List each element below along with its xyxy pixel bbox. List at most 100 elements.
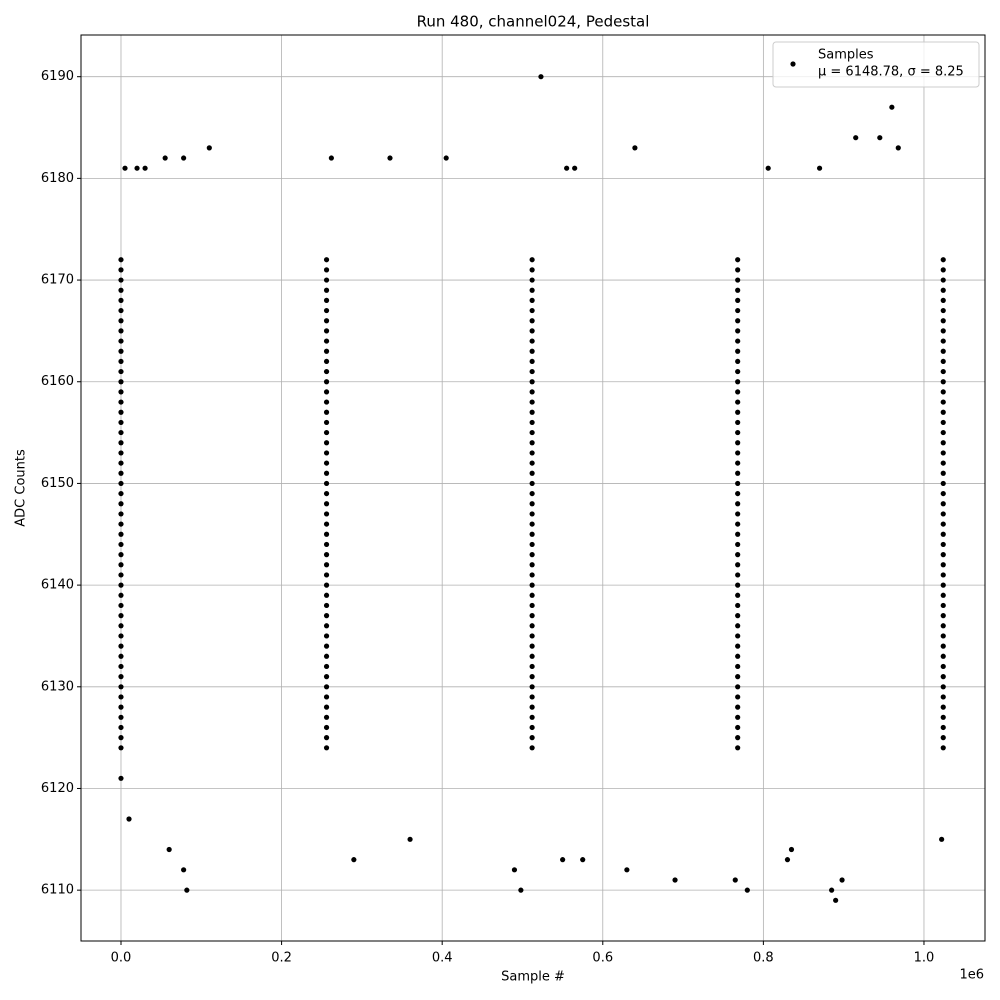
point — [940, 480, 946, 487]
point — [443, 155, 449, 161]
point — [529, 429, 535, 436]
point — [735, 297, 741, 303]
point — [529, 704, 535, 710]
point — [518, 887, 524, 893]
point — [323, 470, 330, 476]
point — [351, 857, 357, 863]
point — [118, 521, 124, 527]
point — [940, 501, 946, 507]
point — [829, 887, 835, 893]
point — [632, 145, 638, 151]
point — [940, 521, 946, 527]
point — [118, 663, 124, 670]
point — [118, 501, 124, 507]
point — [940, 704, 946, 710]
point — [529, 541, 535, 548]
point — [735, 613, 741, 619]
x-offset-label: 1e6 — [959, 968, 984, 983]
point — [323, 328, 330, 334]
point — [765, 165, 771, 171]
point — [735, 643, 741, 649]
point — [118, 399, 124, 405]
point — [118, 257, 124, 263]
point — [162, 155, 168, 161]
point — [529, 358, 535, 365]
point — [323, 379, 330, 385]
point — [118, 684, 124, 690]
point — [118, 490, 124, 497]
point — [940, 297, 946, 303]
point — [529, 684, 535, 690]
point — [735, 440, 741, 446]
point — [323, 399, 330, 405]
point — [118, 267, 124, 273]
point — [735, 460, 741, 466]
point — [940, 287, 946, 293]
point — [735, 694, 741, 700]
point — [118, 541, 124, 548]
point — [323, 674, 330, 680]
point — [323, 511, 330, 517]
point — [560, 857, 566, 863]
point — [142, 165, 148, 171]
point — [323, 318, 330, 324]
point — [580, 857, 586, 863]
point — [323, 694, 330, 700]
point — [735, 470, 741, 476]
point — [529, 643, 535, 649]
point — [735, 419, 741, 426]
point — [118, 714, 124, 720]
point — [735, 572, 741, 578]
point — [940, 358, 946, 365]
point — [529, 450, 535, 456]
point — [323, 562, 330, 568]
point — [529, 297, 535, 303]
point — [940, 399, 946, 405]
y-tick-label: 6160 — [41, 374, 74, 389]
point — [735, 328, 741, 334]
point — [735, 389, 741, 395]
point — [323, 521, 330, 527]
y-axis-label: ADC Counts — [14, 449, 29, 527]
point — [940, 450, 946, 456]
point — [529, 440, 535, 446]
point — [940, 409, 946, 415]
point — [118, 674, 124, 680]
point — [134, 165, 140, 171]
x-axis-label: Sample # — [501, 970, 565, 985]
point — [323, 429, 330, 436]
point — [118, 287, 124, 293]
point — [735, 511, 741, 517]
point — [735, 562, 741, 568]
point — [118, 460, 124, 466]
point — [407, 836, 413, 842]
point — [323, 307, 330, 314]
point — [323, 552, 330, 558]
point — [735, 633, 741, 639]
point — [735, 531, 741, 537]
x-tick-label: 1.0 — [914, 951, 935, 966]
point — [940, 562, 946, 568]
point — [323, 745, 330, 751]
point — [735, 490, 741, 497]
point — [529, 348, 535, 354]
point — [118, 602, 124, 609]
point — [735, 623, 741, 629]
point — [735, 379, 741, 385]
point — [529, 338, 535, 344]
point — [529, 318, 535, 324]
point — [529, 511, 535, 517]
point — [940, 572, 946, 578]
point — [940, 490, 946, 497]
legend-note: μ = 6148.78, σ = 8.25 — [818, 65, 964, 80]
y-tick-label: 6150 — [41, 476, 74, 491]
point — [735, 704, 741, 710]
point — [118, 450, 124, 456]
point — [323, 623, 330, 629]
point — [940, 633, 946, 639]
point — [788, 846, 795, 853]
point — [940, 684, 946, 690]
point — [877, 135, 883, 141]
point — [328, 155, 334, 161]
point — [735, 307, 741, 314]
